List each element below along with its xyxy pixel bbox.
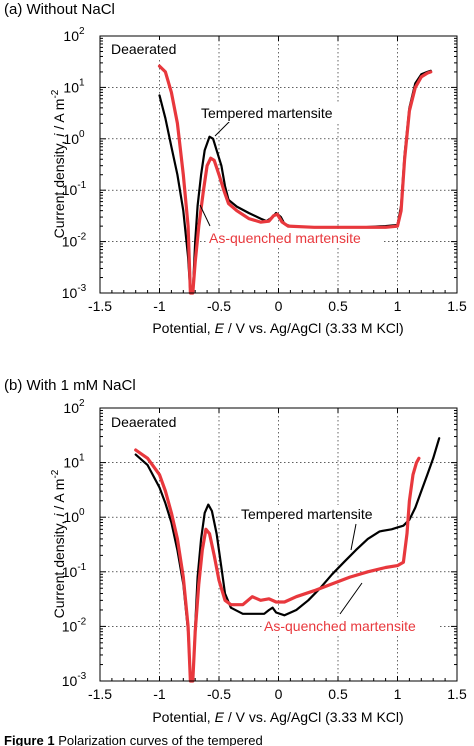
panel-b-y-tick-labels: 10-3 10-2 10-1 100 101 102	[62, 398, 87, 689]
y-tick-label: 100	[63, 507, 85, 525]
x-tick-label: 1.5	[447, 298, 467, 314]
y-tick-label: 10-3	[62, 671, 87, 689]
panel-b-tempered-label-bg	[239, 505, 394, 523]
panel-b-grid	[100, 408, 457, 681]
y-tick-label: 100	[63, 129, 85, 147]
panel-b-annotation-tempered: Tempered martensite	[241, 506, 373, 522]
panel-b-chart: (b) With 1 mM NaCl -1.5 -1 -0.5 0 0.5 1 1.5 10…	[4, 377, 467, 725]
panel-a-x-tick-labels: -1.5 -1 -0.5 0 0.5 1 1.5	[88, 298, 467, 314]
panel-b-quenched-label-bg	[262, 617, 440, 635]
panel-b-ticks	[99, 407, 458, 682]
x-tick-label: -0.5	[207, 298, 231, 314]
panel-a-quenched-arrow	[199, 204, 211, 227]
panel-b-series	[134, 437, 441, 683]
x-tick-label: 0	[275, 298, 283, 314]
panel-a-grid	[100, 36, 457, 293]
y-tick-label: 101	[63, 453, 85, 471]
y-tick-label: 10-1	[62, 180, 87, 198]
panel-b-condition-bg	[108, 413, 190, 433]
panel-a-x-axis-title: Potential, E / V vs. Ag/AgCl (3.33 M KCl…	[152, 320, 403, 336]
panel-a-label: (a) Without NaCl	[4, 1, 115, 18]
x-tick-label: 0.5	[328, 298, 348, 314]
y-tick-label: 102	[63, 26, 85, 44]
panel-a-tempered-label-bg	[199, 104, 354, 122]
y-tick-label: 10-3	[62, 283, 87, 301]
panel-a-y-tick-labels: 10-3 10-2 10-1 100 101 102	[62, 26, 87, 301]
x-tick-label: 0.5	[328, 686, 348, 702]
panel-a-y-axis-title: Current density, i / A m-2	[50, 89, 67, 238]
panel-b-quenched-arrow	[339, 582, 363, 615]
panel-a-annotation-quenched: As-quenched martensite	[209, 230, 361, 246]
panel-a-ticks	[99, 35, 458, 294]
x-tick-label: -1	[153, 298, 166, 314]
panel-a-quenched-label-bg	[207, 229, 382, 247]
panel-b-x-axis-title: Potential, E / V vs. Ag/AgCl (3.33 M KCl…	[152, 709, 403, 725]
panel-b-x-tick-labels: -1.5 -1 -0.5 0 0.5 1 1.5	[88, 686, 467, 702]
y-tick-label: 10-2	[62, 232, 87, 250]
panel-a-condition-bg	[108, 40, 190, 60]
panel-a-annotation-tempered: Tempered martensite	[201, 105, 333, 121]
x-tick-label: 1	[394, 298, 402, 314]
y-tick-label: 10-1	[62, 562, 87, 580]
panel-a-series	[157, 64, 433, 295]
x-tick-label: -0.5	[207, 686, 231, 702]
x-tick-label: 1.5	[447, 686, 467, 702]
figure-caption: Figure 1 Polarization curves of the temp…	[4, 733, 263, 746]
x-tick-label: -1.5	[88, 686, 112, 702]
x-tick-label: -1	[153, 686, 166, 702]
y-tick-label: 10-2	[62, 616, 87, 634]
panel-b-tempered-arrow	[350, 523, 357, 551]
panel-a-condition-label: Deaerated	[111, 41, 176, 57]
series-line-as-quenched-martensite	[134, 448, 421, 683]
x-tick-label: 1	[394, 686, 402, 702]
panel-a-chart: (a) Without NaCl -1.5 -1 -0.5 0 0.5 1 1.5 10-3…	[4, 1, 467, 336]
panel-b-label: (b) With 1 mM NaCl	[4, 377, 136, 394]
x-tick-label: -1.5	[88, 298, 112, 314]
panel-b-condition-label: Deaerated	[111, 414, 176, 430]
y-tick-label: 101	[63, 77, 85, 95]
panel-b-annotation-quenched: As-quenched martensite	[264, 618, 416, 634]
x-tick-label: 0	[275, 686, 283, 702]
y-tick-label: 102	[63, 398, 85, 416]
panel-b-y-axis-title: Current density, i / A m-2	[50, 469, 67, 618]
